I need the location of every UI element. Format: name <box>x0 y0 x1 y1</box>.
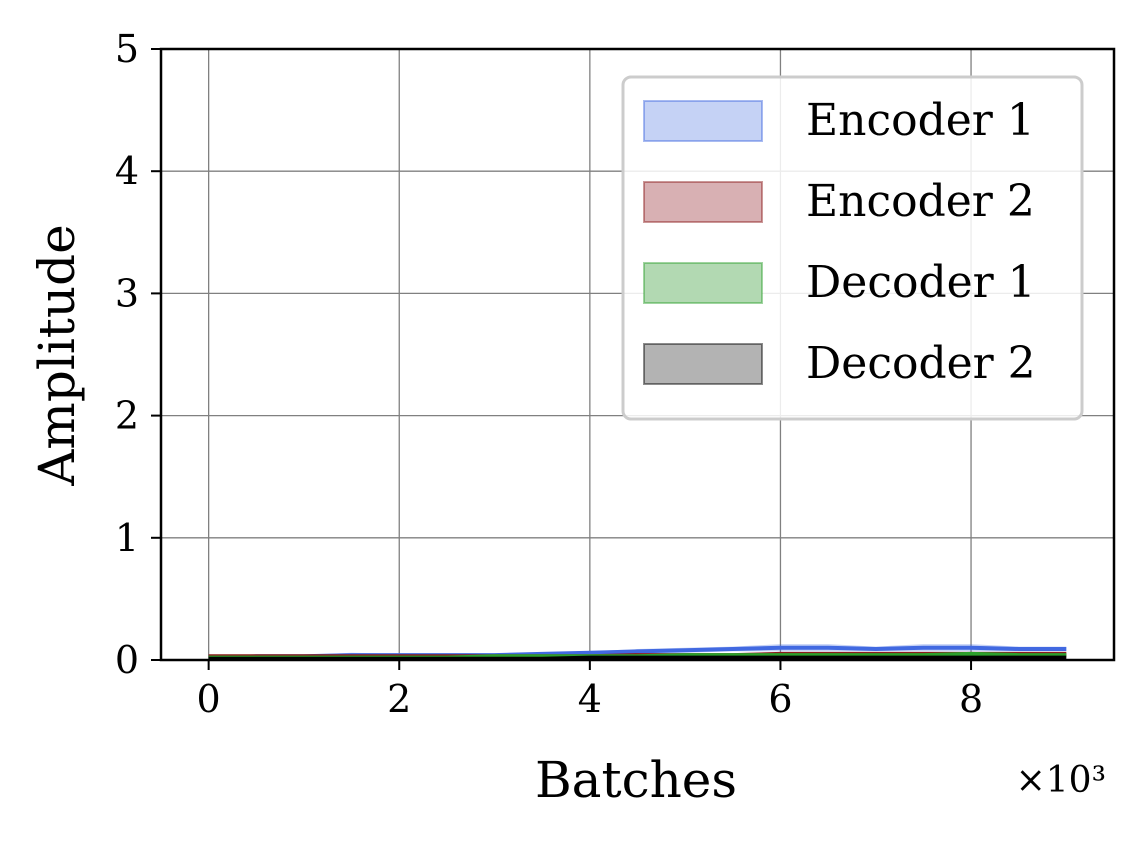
legend-swatch-1 <box>643 181 763 223</box>
series-line-3 <box>208 655 1067 661</box>
y-axis-label: Amplitude <box>28 224 86 486</box>
x-tick-label-0: 0 <box>197 677 221 721</box>
y-tick-label-5: 5 <box>115 27 139 71</box>
legend-label-3: Decoder 2 <box>806 338 1036 389</box>
legend-swatch-3 <box>643 343 763 385</box>
x-axis-ticks: 0 2 4 6 8 <box>197 660 983 721</box>
legend-swatch-2 <box>643 262 763 304</box>
x-tick-label-2: 4 <box>578 677 602 721</box>
x-tick-label-4: 8 <box>959 677 983 721</box>
y-tick-label-1: 1 <box>115 516 139 560</box>
legend-swatch-0 <box>643 100 763 142</box>
y-tick-label-2: 2 <box>115 394 139 438</box>
legend-label-1: Encoder 2 <box>806 176 1035 227</box>
legend: Encoder 1 Encoder 2 Decoder 1 Decoder 2 <box>621 75 1084 421</box>
series-lines <box>208 645 1067 661</box>
legend-label-2: Decoder 1 <box>806 257 1036 308</box>
y-tick-label-0: 0 <box>115 638 139 682</box>
y-tick-label-3: 3 <box>115 271 139 315</box>
legend-label-0: Encoder 1 <box>806 95 1035 146</box>
y-axis-ticks: 0 1 2 3 4 5 <box>115 27 161 682</box>
legend-items: Encoder 1 Encoder 2 Decoder 1 Decoder 2 <box>643 95 1036 389</box>
x-tick-label-3: 6 <box>768 677 792 721</box>
x-axis-label: Batches <box>535 751 737 809</box>
x-tick-label-1: 2 <box>387 677 411 721</box>
legend-frame <box>621 75 1084 421</box>
x-axis-multiplier: ×10³ <box>1016 760 1106 801</box>
axes-frame <box>159 47 1116 662</box>
y-tick-label-4: 4 <box>115 149 139 193</box>
